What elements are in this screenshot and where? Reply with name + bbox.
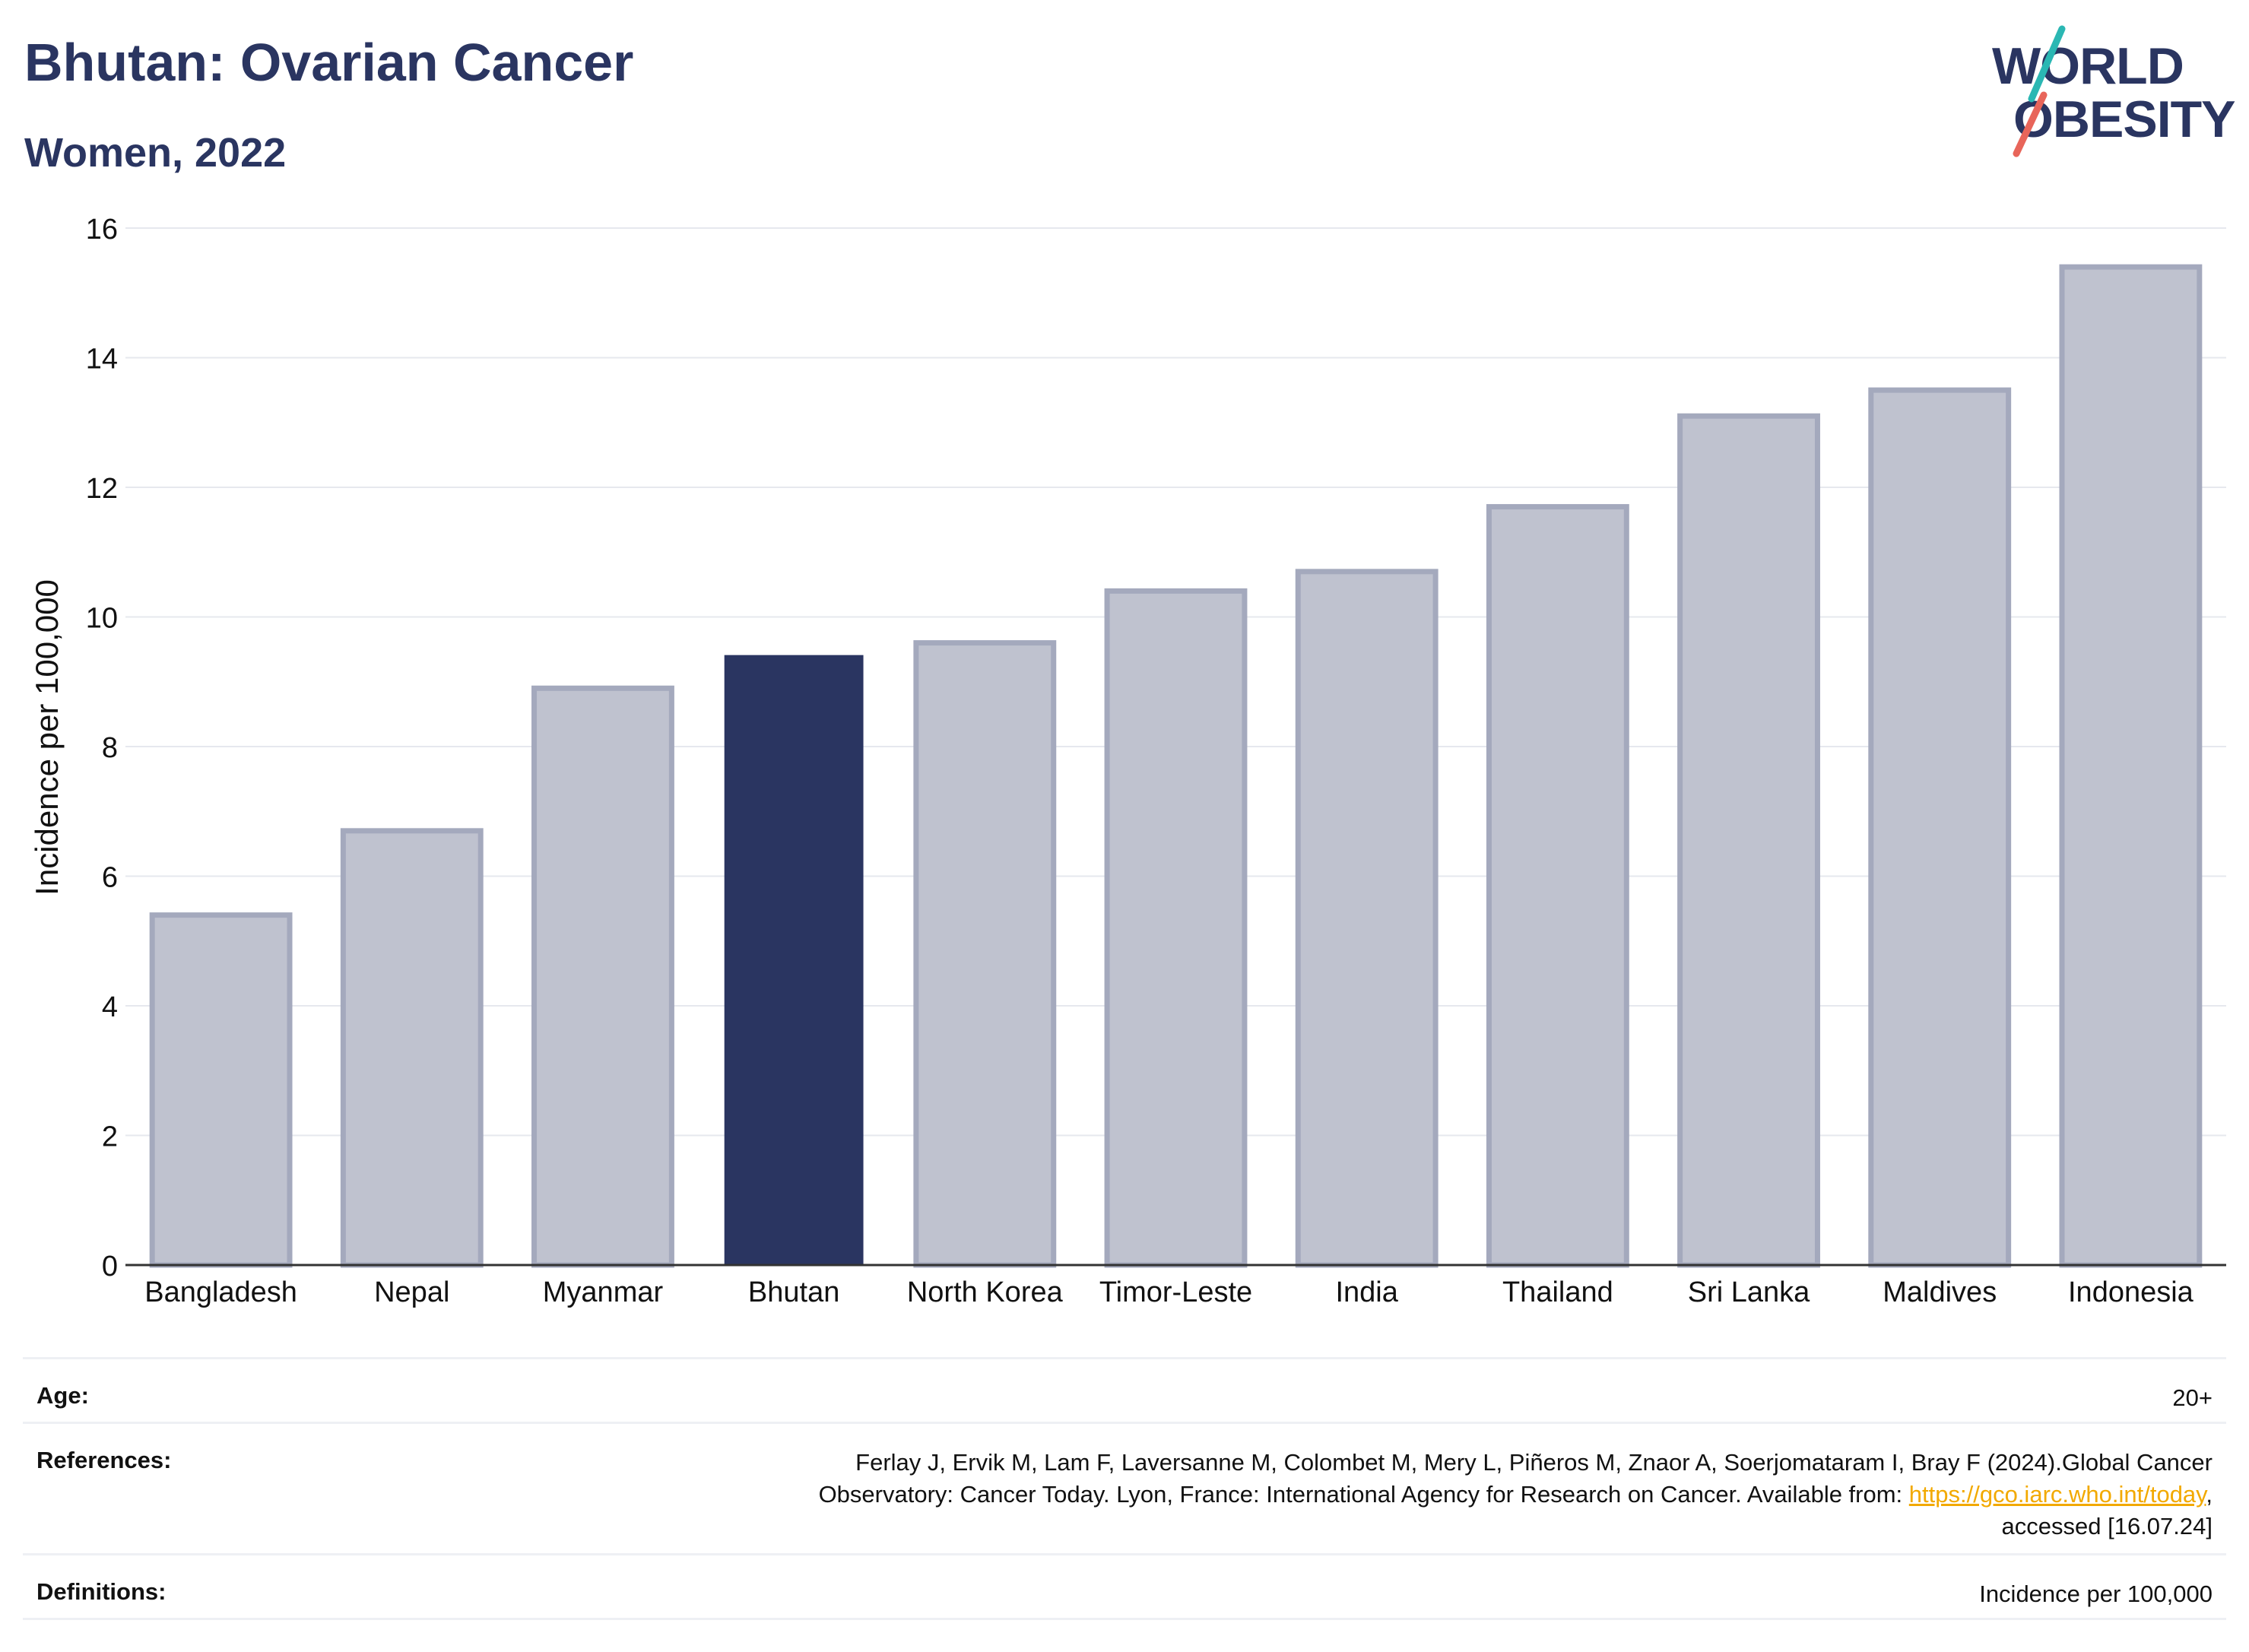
x-tick-label: India [1335, 1276, 1398, 1308]
references-line2: Observatory: Cancer Today. Lyon, France:… [818, 1481, 1909, 1508]
y-tick-label: 8 [102, 732, 118, 764]
definitions-value: Incidence per 100,000 [1979, 1581, 2213, 1607]
x-tick-label: Maldives [1883, 1276, 1997, 1308]
world-obesity-logo: WORLD OBESITY [1992, 25, 2235, 157]
bar-chart: 0 2 4 6 8 10 12 14 16 Bangladesh Nepal Myanmar Bhuta… [86, 214, 2226, 1308]
x-tick-label: Bangladesh [144, 1276, 297, 1308]
svg-text:OBESITY: OBESITY [2013, 90, 2235, 148]
age-value: 20+ [2172, 1384, 2213, 1411]
page-subtitle: Women, 2022 [24, 130, 287, 176]
bar-nepal [340, 828, 484, 1268]
x-tick-label: North Korea [907, 1276, 1064, 1308]
bar-maldives [1868, 387, 2012, 1268]
x-tick-label: Myanmar [543, 1276, 664, 1308]
x-tick-label: Sri Lanka [1688, 1276, 1810, 1308]
references-value: Ferlay J, Ervik M, Lam F, Laversanne M, … [819, 1447, 2213, 1553]
info-row-definitions: Definitions: Incidence per 100,000 [23, 1553, 2226, 1620]
definitions-label: Definitions: [36, 1578, 167, 1605]
info-row-age: Age: 20+ [23, 1357, 2226, 1422]
y-tick-label: 2 [102, 1121, 118, 1153]
y-tick-label: 10 [86, 603, 118, 635]
x-tick-label: Indonesia [2068, 1276, 2194, 1308]
y-tick-label: 14 [86, 344, 118, 376]
references-link[interactable]: https://gco.iarc.who.int/today [1908, 1481, 2206, 1508]
page-title: Bhutan: Ovarian Cancer [24, 33, 634, 92]
bar-bangladesh [149, 912, 293, 1268]
bar-india [1295, 569, 1439, 1268]
bar-myanmar [531, 685, 674, 1268]
references-line3: accessed [16.07.24] [2001, 1513, 2213, 1539]
y-tick-label: 6 [102, 862, 118, 894]
bar-thailand [1486, 504, 1629, 1268]
bar-indonesia [2059, 264, 2203, 1268]
bar-north-korea [913, 640, 1057, 1268]
x-tick-label: Nepal [374, 1276, 449, 1308]
bar-sri-lanka [1677, 413, 1820, 1268]
y-tick-label: 16 [86, 214, 118, 246]
references-line2-end: , [2206, 1481, 2213, 1508]
bar-timor-leste [1104, 588, 1248, 1268]
references-line1: Ferlay J, Ervik M, Lam F, Laversanne M, … [855, 1449, 2213, 1476]
info-table: Age: 20+ References: Ferlay J, Ervik M, … [23, 1357, 2226, 1620]
x-tick-label: Bhutan [748, 1276, 839, 1308]
y-tick-label: 0 [102, 1251, 118, 1283]
y-tick-label: 4 [102, 991, 118, 1023]
y-tick-label: 12 [86, 473, 118, 505]
svg-text:WORLD: WORLD [1992, 37, 2184, 95]
references-label: References: [36, 1447, 172, 1473]
info-row-references: References: Ferlay J, Ervik M, Lam F, La… [23, 1422, 2226, 1553]
y-axis-title: Incidence per 100,000 [29, 579, 65, 896]
x-tick-label: Thailand [1502, 1276, 1613, 1308]
age-label: Age: [36, 1382, 89, 1409]
x-tick-label: Timor-Leste [1099, 1276, 1252, 1308]
bar-bhutan [724, 655, 864, 1266]
